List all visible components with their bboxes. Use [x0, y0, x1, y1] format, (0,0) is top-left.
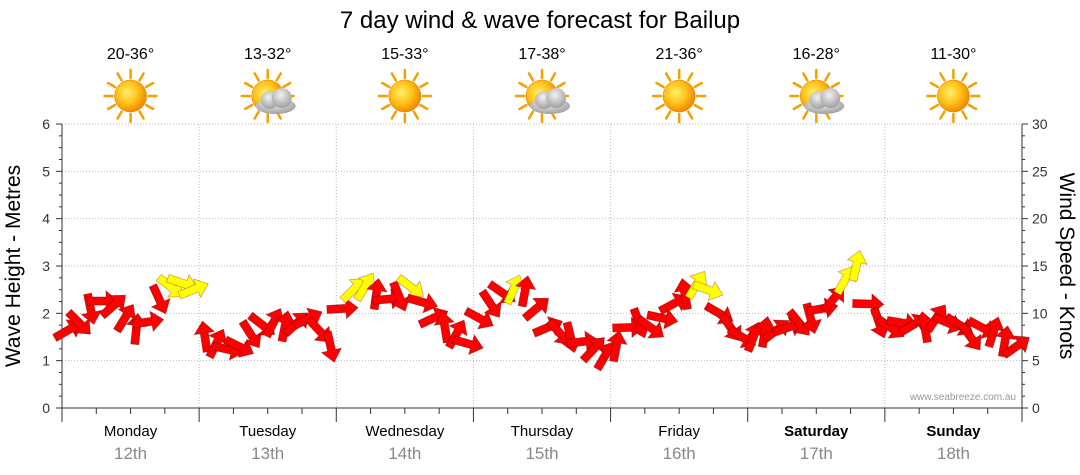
wind-arrow: [353, 272, 377, 303]
wind-arrow: [673, 278, 695, 311]
left-tick-label: 3: [42, 258, 50, 274]
wind-arrow: [785, 308, 810, 336]
day-date: 18th: [937, 444, 970, 463]
temperature-range: 16-28°: [793, 46, 840, 63]
wind-arrow: [80, 292, 102, 325]
day-name: Friday: [658, 423, 700, 440]
grid-lines: [62, 123, 1022, 408]
left-tick-label: 1: [42, 353, 50, 369]
right-tick-label: 20: [1032, 211, 1048, 227]
wind-arrows: [52, 249, 1030, 372]
day-date: 15th: [525, 444, 558, 463]
wind-arrow: [958, 321, 982, 351]
wind-arrow: [405, 292, 439, 314]
right-tick-label: 0: [1032, 400, 1040, 416]
wind-arrow: [1001, 335, 1030, 359]
sun-icon: [926, 68, 981, 124]
wind-arrow: [131, 310, 165, 333]
wind-arrow: [320, 330, 342, 363]
wind-arrow: [177, 278, 209, 300]
right-axis-ticks: 0 5 10 15 20 25 30: [1032, 116, 1048, 416]
temperature-range: 13-32°: [244, 46, 291, 63]
wind-arrow: [521, 297, 549, 322]
chart-title: 7 day wind & wave forecast for Bailup: [340, 7, 740, 34]
wind-arrow: [366, 277, 388, 311]
wind-arrow: [65, 308, 91, 335]
left-tick-label: 6: [42, 116, 50, 132]
temperature-range: 20-36°: [107, 46, 154, 63]
sun-icon: [377, 68, 433, 124]
wind-arrow: [691, 280, 724, 302]
sun-cloud-icon: [240, 68, 296, 124]
wind-arrow: [846, 249, 868, 282]
day-name: Sunday: [926, 423, 981, 440]
credit-text: www.seabreeze.com.au: [909, 392, 1016, 403]
wind-arrow: [238, 318, 262, 349]
wind-arrow: [274, 310, 297, 343]
day-date: 16th: [663, 444, 696, 463]
wind-arrow: [463, 306, 494, 330]
temperature-range: 15-33°: [381, 46, 428, 63]
wind-arrow: [754, 315, 777, 349]
temperature-range: 17-38°: [518, 46, 565, 63]
day-labels: Monday 12th Tuesday 13th Wednesday 14th Thursd…: [104, 423, 981, 463]
sun-icon: [103, 68, 158, 124]
wind-arrow: [478, 288, 502, 318]
wind-arrow: [291, 307, 323, 330]
day-date: 13th: [251, 444, 284, 463]
wind-arrow: [514, 275, 537, 308]
wind-arrow: [451, 334, 484, 356]
weather-icons: [103, 68, 981, 124]
day-date: 12th: [114, 444, 147, 463]
sun-cloud-icon: [514, 68, 570, 124]
day-name: Saturday: [784, 423, 849, 440]
right-axis-label: Wind Speed - Knots: [1055, 173, 1078, 360]
left-axis-ticks: 0 1 2 3 4 5 6: [42, 116, 50, 416]
wind-arrow: [148, 283, 171, 315]
day-temperatures: 20-36° 13-32° 15-33° 17-38° 21-36° 16-28° 11-3…: [107, 46, 977, 63]
right-tick-label: 5: [1032, 353, 1040, 369]
wind-arrow: [913, 311, 935, 344]
right-tick-label: 15: [1032, 258, 1048, 274]
temperature-range: 21-36°: [655, 46, 702, 63]
wind-arrow: [635, 314, 665, 339]
right-tick-label: 10: [1032, 305, 1048, 321]
wind-arrow: [389, 280, 411, 312]
left-axis-label: Wave Height - Metres: [2, 165, 25, 367]
left-tick-label: 0: [42, 400, 50, 416]
day-name: Tuesday: [239, 423, 296, 440]
day-name: Wednesday: [365, 423, 444, 440]
wind-arrow: [326, 297, 359, 320]
wind-arrow: [606, 330, 628, 363]
sun-cloud-icon: [789, 68, 845, 124]
wind-arrow: [984, 316, 1005, 349]
sun-icon: [651, 68, 707, 124]
day-name: Thursday: [511, 423, 574, 440]
wind-arrow: [113, 303, 137, 334]
temperature-range: 11-30°: [930, 46, 976, 63]
left-tick-label: 5: [42, 163, 50, 179]
day-date: 14th: [388, 444, 421, 463]
day-date: 17th: [800, 444, 833, 463]
axes: [56, 123, 1028, 422]
right-tick-label: 25: [1032, 163, 1048, 179]
day-name: Monday: [104, 423, 158, 440]
left-tick-label: 2: [42, 305, 50, 321]
right-tick-label: 30: [1032, 116, 1048, 132]
wind-arrow: [646, 308, 679, 330]
wind-arrow: [98, 294, 126, 320]
left-tick-label: 4: [42, 211, 50, 227]
wind-arrow: [444, 319, 468, 350]
